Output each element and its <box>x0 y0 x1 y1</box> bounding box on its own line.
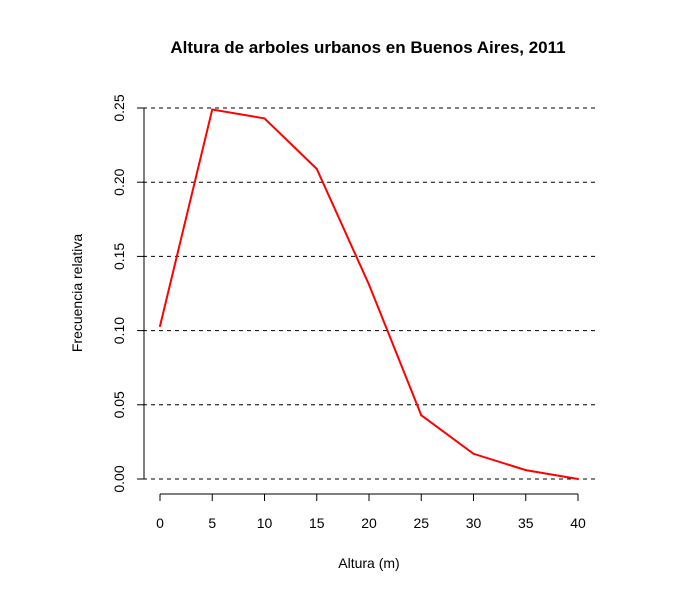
x-tick-label: 30 <box>466 515 482 531</box>
y-tick-label: 0.10 <box>111 317 127 344</box>
y-tick-label: 0.25 <box>111 94 127 121</box>
data-point <box>159 325 161 328</box>
x-tick-label: 15 <box>309 515 325 531</box>
x-tick-label: 25 <box>413 515 429 531</box>
chart-title: Altura de arboles urbanos en Buenos Aire… <box>170 38 565 57</box>
x-tick-label: 10 <box>257 515 273 531</box>
gridlines <box>143 107 596 480</box>
y-tick-label: 0.05 <box>111 391 127 418</box>
y-tick-label: 0.15 <box>111 243 127 270</box>
data-point <box>420 414 423 417</box>
x-tick-label: 40 <box>570 515 586 531</box>
y-tick-label: 0.20 <box>111 168 127 195</box>
data-point <box>368 283 370 286</box>
y-tick-label: 0.00 <box>111 465 127 492</box>
x-axis-label: Altura (m) <box>338 555 399 571</box>
x-tick-label: 20 <box>361 515 377 531</box>
series-group <box>159 108 579 480</box>
y-axis-ticks: 0.00 0.05 0.10 0.15 0.20 0.25 <box>111 94 144 493</box>
x-tick-label: 5 <box>208 515 216 531</box>
data-point <box>263 117 266 120</box>
data-point <box>577 478 579 480</box>
data-point <box>472 452 475 455</box>
y-axis-label: Frecuencia relativa <box>69 234 85 352</box>
x-tick-label: 35 <box>518 515 534 531</box>
series-line-0 <box>159 108 579 480</box>
data-point <box>211 108 214 111</box>
x-tick-label: 0 <box>156 515 164 531</box>
data-point <box>524 469 527 472</box>
x-axis-ticks: 0 5 10 15 20 25 30 35 40 <box>156 494 586 531</box>
data-point <box>315 167 318 170</box>
